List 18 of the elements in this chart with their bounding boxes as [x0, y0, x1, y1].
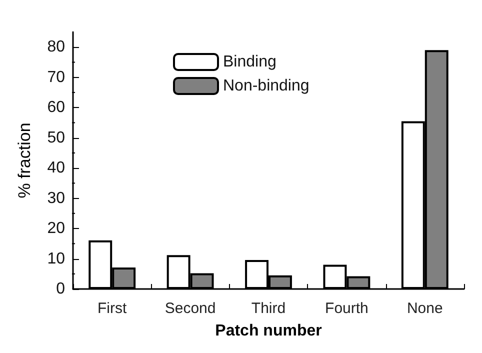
y-tick-label: 70 — [47, 68, 66, 86]
legend-label: Binding — [223, 54, 276, 70]
x-tick-label: None — [406, 300, 443, 317]
y-tick-label: 40 — [47, 160, 66, 177]
x-tick-label: Second — [164, 300, 216, 317]
y-tick-label: 50 — [47, 129, 66, 146]
legend-label: Non-binding — [223, 78, 310, 94]
y-axis-title: % fraction — [15, 122, 34, 198]
x-tick-label: First — [98, 300, 128, 317]
y-tick-label: 30 — [47, 190, 66, 207]
x-tick-label: Third — [251, 300, 286, 317]
y-tick-label: 80 — [47, 38, 66, 56]
y-tick-label: 0 — [56, 280, 66, 298]
x-tick-label: Fourth — [325, 300, 368, 317]
x-axis-title: Patch number — [215, 322, 322, 340]
y-tick-label: 60 — [47, 99, 66, 116]
y-tick-label: 20 — [47, 220, 66, 238]
y-tick-label: 10 — [47, 250, 66, 268]
